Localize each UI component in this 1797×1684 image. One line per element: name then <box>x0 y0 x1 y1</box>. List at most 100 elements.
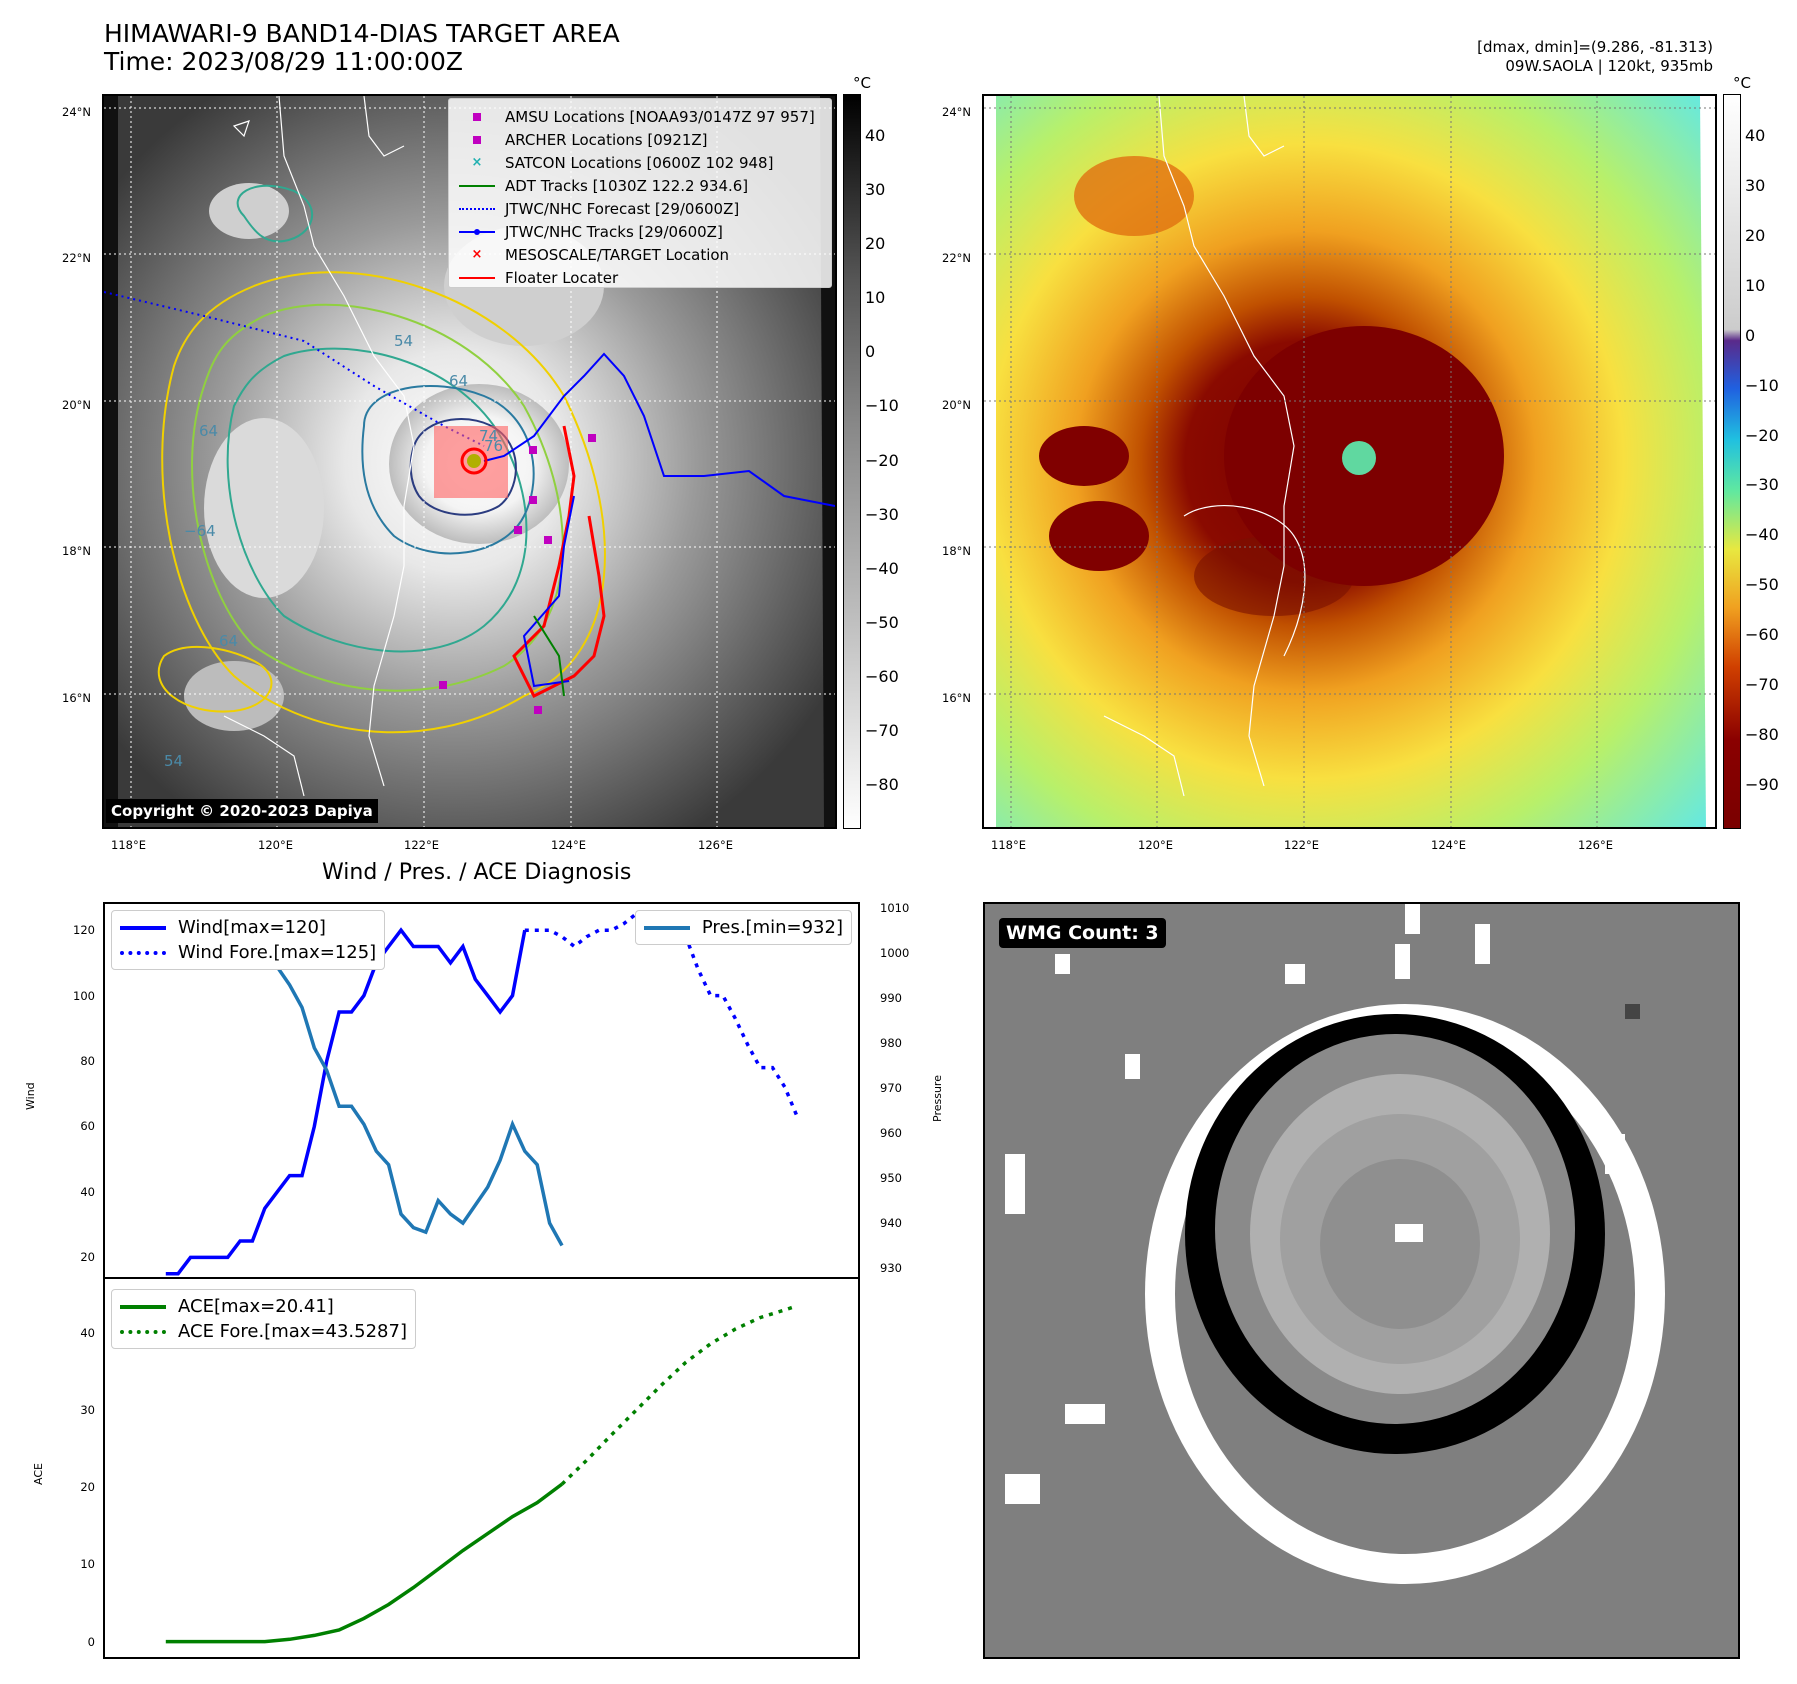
colorbar-tick-label: −60 <box>865 666 899 686</box>
right-map-panel <box>982 94 1717 829</box>
axis-tick-label: 940 <box>880 1216 902 1231</box>
legend-item-forecast: JTWC/NHC Forecast [29/0600Z] <box>459 197 821 220</box>
colorbar-tick-label: −10 <box>1745 375 1779 395</box>
axis-tick-label: 1000 <box>880 946 910 961</box>
legend-item-archer: ARCHER Locations [0921Z] <box>459 128 821 151</box>
right-map-image <box>984 96 1715 827</box>
dotted-line-icon <box>120 950 166 955</box>
wind-pressure-chart: Wind[max=120] Wind Fore.[max=125] Pres.[… <box>103 902 860 1279</box>
lat-label: 16°N <box>942 691 971 705</box>
axis-tick-label: 990 <box>880 991 902 1006</box>
axis-tick-label: 980 <box>880 1036 902 1051</box>
colorbar-tick-label: −70 <box>1745 675 1779 695</box>
svg-text:64: 64 <box>219 632 238 650</box>
legend-item-adt: ADT Tracks [1030Z 122.2 934.6] <box>459 174 821 197</box>
wmg-panel: WMG Count: 3 <box>983 902 1740 1659</box>
axis-tick-label: 30 <box>80 1403 95 1418</box>
pressure-legend: Pres.[min=932] <box>634 910 852 945</box>
lat-label: 22°N <box>942 251 971 265</box>
colorbar-tick-label: 20 <box>865 234 886 254</box>
axis-tick-label: 100 <box>73 988 95 1003</box>
lat-label: 20°N <box>942 398 971 412</box>
colorbar-tick-label: −80 <box>1745 725 1779 745</box>
lat-label: 18°N <box>942 544 971 558</box>
title-line-1: HIMAWARI-9 BAND14-DIAS TARGET AREA <box>104 19 620 48</box>
colorbar-tick-label: −20 <box>1745 425 1779 445</box>
colorbar-tick-label: −20 <box>865 450 899 470</box>
lon-label: 120°E <box>1138 838 1173 852</box>
colorbar-unit: °C <box>853 74 871 92</box>
axis-tick-label: 10 <box>80 1557 95 1572</box>
colorbar-tick-label: 40 <box>1745 126 1766 145</box>
legend-wind: Wind[max=120] <box>120 915 376 940</box>
storm-id-text: 09W.SAOLA | 120kt, 935mb <box>1505 57 1713 75</box>
colorbar-tick-label: −30 <box>1745 475 1779 495</box>
axis-tick-label: 970 <box>880 1081 902 1096</box>
colorbar-tick-label: −40 <box>865 558 899 578</box>
copyright-badge: Copyright © 2020-2023 Dapiya <box>106 799 378 823</box>
wmg-count-badge: WMG Count: 3 <box>999 918 1166 948</box>
legend-ace-forecast: ACE Fore.[max=43.5287] <box>120 1319 407 1344</box>
legend-item-target: × MESOSCALE/TARGET Location <box>459 243 821 266</box>
svg-text:64: 64 <box>449 372 468 390</box>
ace-legend: ACE[max=20.41] ACE Fore.[max=43.5287] <box>111 1289 416 1349</box>
lon-label: 126°E <box>698 838 733 852</box>
axis-tick-label: 930 <box>880 1261 902 1275</box>
lat-label: 20°N <box>62 398 91 412</box>
colorbar-tick-label: −50 <box>865 612 899 632</box>
wmg-image <box>985 904 1738 1657</box>
left-map-panel: 54 64 64 −64 64 54 74 76 AMSU Locations … <box>102 94 837 829</box>
colorbar-tick-label: −10 <box>865 396 899 416</box>
svg-text:74: 74 <box>479 427 498 445</box>
lat-label: 22°N <box>62 251 91 265</box>
colorbar-unit: °C <box>1733 74 1751 92</box>
solid-line-icon <box>120 1304 166 1309</box>
axis-tick-label: 60 <box>80 1119 95 1134</box>
title-line-2: Time: 2023/08/29 11:00:00Z <box>104 47 463 76</box>
legend-ace: ACE[max=20.41] <box>120 1294 407 1319</box>
square-marker-icon <box>459 133 495 147</box>
dotted-line-icon <box>120 1329 166 1334</box>
storm-info: [dmax, dmin]=(9.286, -81.313) 09W.SAOLA … <box>1477 38 1713 76</box>
figure-title: HIMAWARI-9 BAND14-DIAS TARGET AREA Time:… <box>104 20 620 76</box>
axis-tick-label: 0 <box>87 1634 95 1649</box>
series-line-1 <box>560 1304 798 1486</box>
svg-text:64: 64 <box>199 422 218 440</box>
colorbar-tick-label: −50 <box>1745 575 1779 595</box>
dot-line-icon <box>459 225 495 239</box>
legend-item-tracks: JTWC/NHC Tracks [29/0600Z] <box>459 220 821 243</box>
lat-label: 16°N <box>62 691 91 705</box>
x-marker-icon: × <box>471 154 483 170</box>
axis-tick-label: 40 <box>80 1184 95 1199</box>
left-colorbar <box>843 94 861 829</box>
colorbar-tick-label: 20 <box>1745 225 1766 245</box>
colorbar-tick-label: −80 <box>865 775 899 794</box>
colorbar-tick-label: 0 <box>865 342 876 362</box>
axis-tick-label: 80 <box>80 1054 95 1069</box>
solid-line-icon <box>643 925 690 930</box>
dmax-dmin-text: [dmax, dmin]=(9.286, -81.313) <box>1477 38 1713 56</box>
lon-label: 120°E <box>258 838 293 852</box>
colorbar-tick-label: 30 <box>1745 175 1766 195</box>
axis-tick-label: 40 <box>80 1326 95 1340</box>
ace-axis-label: ACE <box>32 1463 45 1485</box>
diagnosis-title: Wind / Pres. / ACE Diagnosis <box>322 860 632 885</box>
colorbar-tick-label: 10 <box>865 288 886 308</box>
axis-tick-label: 120 <box>73 923 95 938</box>
legend-pressure: Pres.[min=932] <box>643 915 843 940</box>
x-marker-icon: × <box>471 246 483 262</box>
lon-label: 118°E <box>991 838 1026 852</box>
lat-label: 24°N <box>942 105 971 119</box>
colorbar-tick-label: 0 <box>1745 325 1756 345</box>
colorbar-tick-label: 40 <box>865 126 886 145</box>
legend-item-amsu: AMSU Locations [NOAA93/0147Z 97 957] <box>459 105 821 128</box>
colorbar-tick-label: −70 <box>865 720 899 740</box>
lon-label: 124°E <box>1431 838 1466 852</box>
lat-label: 24°N <box>62 105 91 119</box>
legend-item-floater: Floater Locater <box>459 266 821 289</box>
right-colorbar <box>1723 94 1741 829</box>
lon-label: 122°E <box>1284 838 1319 852</box>
axis-tick-label: 1010 <box>880 901 910 916</box>
wind-legend: Wind[max=120] Wind Fore.[max=125] <box>111 910 386 970</box>
line-marker-icon <box>459 271 495 285</box>
